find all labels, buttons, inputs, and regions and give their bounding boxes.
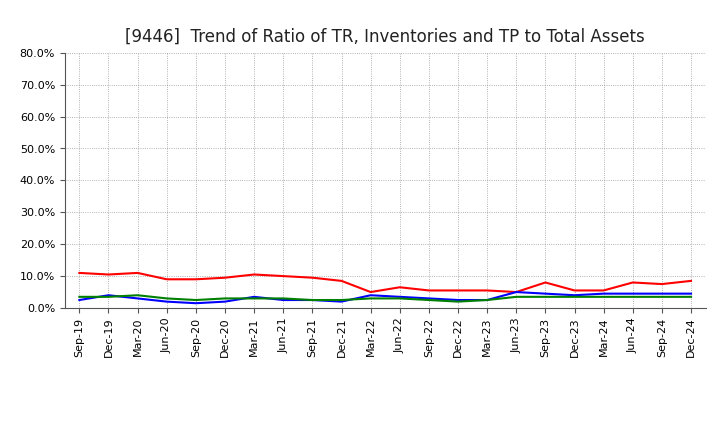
Title: [9446]  Trend of Ratio of TR, Inventories and TP to Total Assets: [9446] Trend of Ratio of TR, Inventories… <box>125 28 645 46</box>
Trade Payables <box>395 296 404 301</box>
Inventories <box>629 291 637 296</box>
Inventories <box>657 291 666 296</box>
Trade Receivables <box>250 272 258 277</box>
Trade Payables <box>337 297 346 303</box>
Trade Payables <box>425 297 433 303</box>
Trade Payables <box>220 296 229 301</box>
Trade Payables <box>687 294 696 300</box>
Inventories <box>395 294 404 300</box>
Inventories <box>163 299 171 304</box>
Inventories <box>75 297 84 303</box>
Trade Receivables <box>337 278 346 283</box>
Trade Payables <box>599 294 608 300</box>
Line: Trade Payables: Trade Payables <box>79 295 691 302</box>
Trade Receivables <box>570 288 579 293</box>
Inventories <box>687 291 696 296</box>
Trade Payables <box>483 297 492 303</box>
Inventories <box>104 293 113 298</box>
Trade Receivables <box>687 278 696 283</box>
Inventories <box>192 301 200 306</box>
Trade Receivables <box>75 270 84 275</box>
Inventories <box>454 297 462 303</box>
Inventories <box>308 297 317 303</box>
Trade Receivables <box>425 288 433 293</box>
Trade Payables <box>454 299 462 304</box>
Trade Receivables <box>279 273 287 279</box>
Trade Receivables <box>366 290 375 295</box>
Trade Receivables <box>220 275 229 280</box>
Inventories <box>279 297 287 303</box>
Trade Receivables <box>629 280 637 285</box>
Line: Inventories: Inventories <box>79 292 691 303</box>
Inventories <box>337 299 346 304</box>
Inventories <box>250 294 258 300</box>
Trade Payables <box>570 294 579 300</box>
Trade Payables <box>541 294 550 300</box>
Trade Receivables <box>192 277 200 282</box>
Trade Payables <box>308 297 317 303</box>
Trade Payables <box>250 296 258 301</box>
Trade Receivables <box>599 288 608 293</box>
Inventories <box>366 293 375 298</box>
Trade Receivables <box>541 280 550 285</box>
Trade Receivables <box>395 285 404 290</box>
Inventories <box>220 299 229 304</box>
Trade Payables <box>629 294 637 300</box>
Trade Receivables <box>512 290 521 295</box>
Inventories <box>512 290 521 295</box>
Trade Payables <box>104 294 113 300</box>
Trade Payables <box>75 294 84 300</box>
Inventories <box>133 296 142 301</box>
Inventories <box>599 291 608 296</box>
Inventories <box>425 296 433 301</box>
Trade Payables <box>512 294 521 300</box>
Trade Receivables <box>308 275 317 280</box>
Inventories <box>483 297 492 303</box>
Trade Payables <box>366 296 375 301</box>
Trade Receivables <box>133 270 142 275</box>
Trade Receivables <box>163 277 171 282</box>
Trade Payables <box>163 296 171 301</box>
Trade Receivables <box>454 288 462 293</box>
Trade Payables <box>133 293 142 298</box>
Inventories <box>541 291 550 296</box>
Line: Trade Receivables: Trade Receivables <box>79 273 691 292</box>
Trade Receivables <box>657 282 666 287</box>
Trade Receivables <box>483 288 492 293</box>
Trade Payables <box>192 297 200 303</box>
Trade Payables <box>657 294 666 300</box>
Inventories <box>570 293 579 298</box>
Trade Payables <box>279 296 287 301</box>
Trade Receivables <box>104 272 113 277</box>
